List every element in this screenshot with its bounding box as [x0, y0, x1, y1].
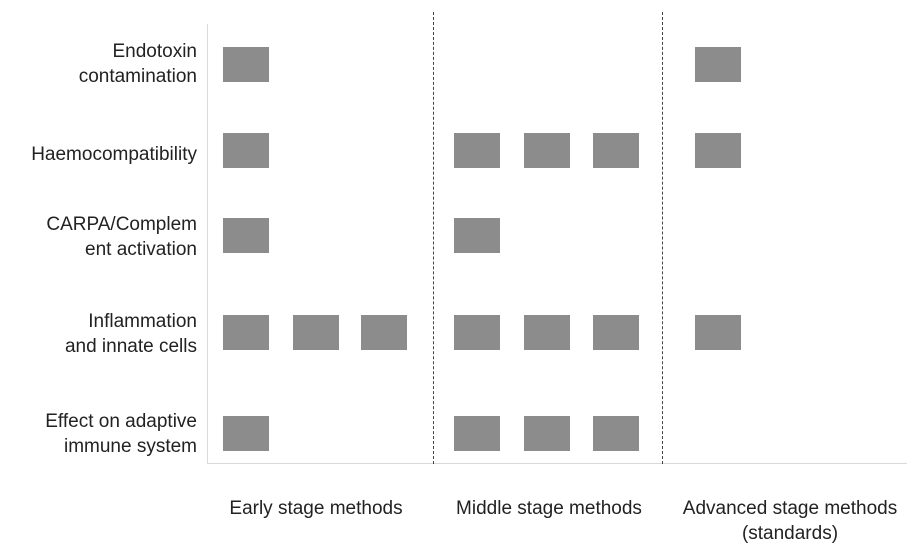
method-box — [524, 133, 570, 168]
row-label-endotoxin: Endotoxin contamination — [78, 41, 197, 87]
method-box — [293, 315, 339, 350]
row-label-carpa: CARPA/Complem ent activation — [46, 214, 197, 260]
method-box — [593, 133, 639, 168]
row-label-inflammation: Inflammation and innate cells — [64, 311, 197, 357]
method-box — [593, 315, 639, 350]
column-label-early: Early stage methods — [229, 498, 403, 519]
method-box — [223, 416, 269, 451]
method-box — [361, 315, 407, 350]
method-box — [695, 133, 741, 168]
vertical-axis-line — [207, 24, 208, 464]
column-label-middle: Middle stage methods — [456, 498, 642, 519]
divider-early-middle — [433, 12, 434, 464]
method-box — [454, 133, 500, 168]
horizontal-axis-line — [207, 463, 907, 464]
method-box — [695, 315, 741, 350]
method-box — [223, 315, 269, 350]
method-box — [524, 416, 570, 451]
method-box — [695, 47, 741, 82]
method-box — [223, 218, 269, 253]
column-label-advanced: Advanced stage methods (standards) — [682, 498, 898, 544]
method-box — [454, 218, 500, 253]
method-box — [454, 315, 500, 350]
method-box — [593, 416, 639, 451]
method-box — [454, 416, 500, 451]
method-box — [223, 133, 269, 168]
method-box — [223, 47, 269, 82]
method-box — [524, 315, 570, 350]
row-label-haemocompatibility: Haemocompatibility — [31, 144, 197, 165]
divider-middle-advanced — [662, 12, 663, 464]
row-label-adaptive-immune: Effect on adaptive immune system — [45, 411, 197, 457]
